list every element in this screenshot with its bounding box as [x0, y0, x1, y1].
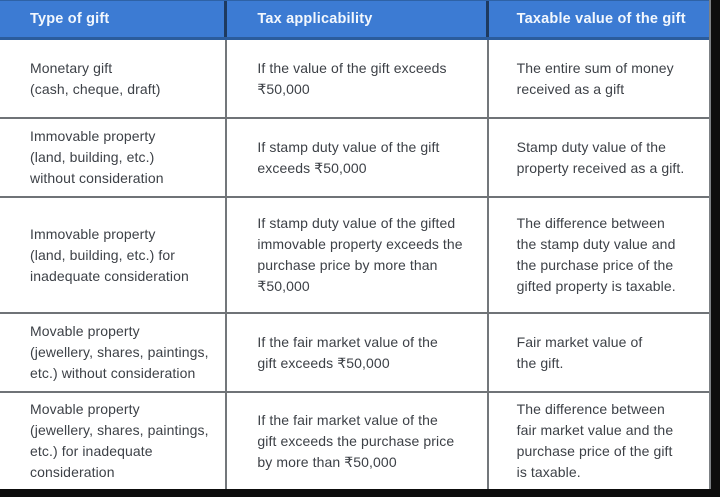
column-header-tax-applicability: Tax applicability	[227, 1, 489, 37]
table-row-immovable-without-consideration: Immovable property (land, building, etc.…	[0, 117, 709, 196]
cell-tax-applicability: If the fair market value of the gift exc…	[227, 314, 489, 391]
cell-type-of-gift: Immovable property (land, building, etc.…	[0, 119, 228, 196]
cell-tax-applicability: If stamp duty value of the gift exceeds …	[227, 119, 489, 196]
cell-taxable-value: Stamp duty value of the property receive…	[516, 138, 685, 176]
table-header-row: Type of gift Tax applicability Taxable v…	[0, 0, 709, 40]
cell-tax-applicability: If the value of the gift exceeds ₹50,000	[227, 40, 489, 117]
table-row-monetary-gift: Monetary gift (cash, cheque, draft) If t…	[0, 40, 709, 117]
gift-tax-table: Type of gift Tax applicability Taxable v…	[0, 0, 711, 489]
cell-taxable-value: The entire sum of money received as a gi…	[516, 59, 674, 97]
table-row-movable-inadequate-consideration: Movable property (jewellery, shares, pai…	[0, 391, 709, 489]
cell-type-of-gift: Immovable property (land, building, etc.…	[0, 198, 228, 312]
table-row-movable-without-consideration: Movable property (jewellery, shares, pai…	[0, 312, 709, 391]
cell-type-of-gift: Movable property (jewellery, shares, pai…	[0, 314, 228, 391]
column-header-taxable-value: Taxable value of the gift	[516, 10, 686, 27]
cell-taxable-value: The difference between the stamp duty va…	[516, 215, 676, 294]
cell-taxable-value: The difference between fair market value…	[516, 401, 674, 480]
cell-tax-applicability: If stamp duty value of the gifted immova…	[227, 198, 489, 312]
column-header-type-of-gift: Type of gift	[0, 1, 228, 37]
table-row-immovable-inadequate-consideration: Immovable property (land, building, etc.…	[0, 196, 709, 312]
cell-taxable-value: Fair market value of the gift.	[516, 333, 643, 371]
cell-type-of-gift: Movable property (jewellery, shares, pai…	[0, 393, 228, 489]
cell-tax-applicability: If the fair market value of the gift exc…	[227, 393, 489, 489]
cell-type-of-gift: Monetary gift (cash, cheque, draft)	[0, 40, 228, 117]
